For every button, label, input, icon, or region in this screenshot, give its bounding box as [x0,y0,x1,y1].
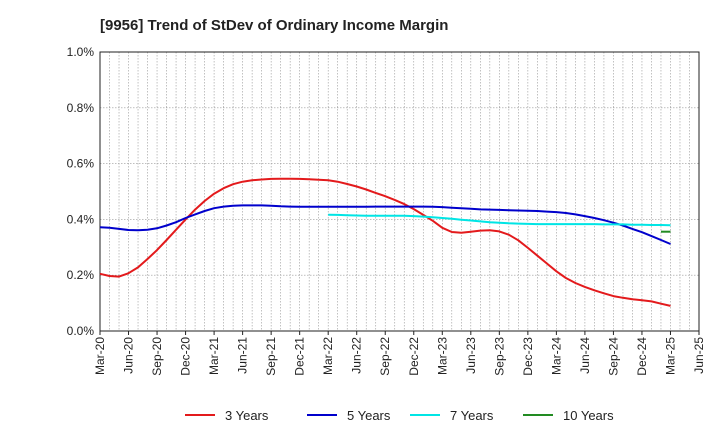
x-tick-label: Dec-20 [179,337,193,376]
y-tick-label: 0.2% [67,268,95,282]
legend: 3 Years 5 Years 7 Years 10 Years [185,408,614,423]
x-axis: Mar-20 Jun-20 Sep-20 Dec-20 Mar-21 Jun-21 Sep-… [93,331,706,376]
y-axis: 0.0% 0.2% 0.4% 0.6% 0.8% 1.0% [67,45,95,338]
legend-label: 5 Years [347,408,391,423]
y-tick-label: 0.0% [67,324,95,338]
x-tick-label: Sep-23 [492,337,506,376]
x-tick-label: Jun-24 [578,337,592,374]
x-tick-label: Mar-22 [321,337,335,375]
x-tick-label: Dec-24 [635,337,649,376]
x-tick-label: Jun-25 [692,337,706,374]
y-tick-label: 0.8% [67,101,95,115]
x-tick-label: Mar-20 [93,337,107,375]
series-line-3-years [99,177,671,307]
x-tick-label: Jun-20 [122,337,136,374]
legend-label: 3 Years [225,408,269,423]
x-tick-label: Dec-22 [407,337,421,376]
x-tick-label: Jun-21 [236,337,250,374]
x-tick-label: Sep-24 [606,337,620,376]
y-tick-label: 0.4% [67,212,95,226]
x-tick-label: Mar-23 [435,337,449,375]
series-line-7-years [328,213,671,227]
x-tick-label: Mar-25 [663,337,677,375]
x-tick-label: Dec-23 [521,337,535,376]
legend-label: 7 Years [450,408,494,423]
x-tick-label: Sep-20 [150,337,164,376]
x-tick-label: Mar-21 [207,337,221,375]
y-tick-label: 1.0% [67,45,95,59]
chart-title: [9956] Trend of StDev of Ordinary Income… [100,17,448,34]
x-tick-label: Sep-21 [264,337,278,376]
series-lines [99,177,671,307]
x-tick-label: Mar-24 [549,337,563,375]
y-tick-label: 0.6% [67,157,95,171]
chart-grid [100,52,699,331]
x-tick-label: Jun-23 [464,337,478,374]
x-tick-label: Dec-21 [293,337,307,376]
plot-frame [99,51,700,332]
x-tick-label: Jun-22 [350,337,364,374]
series-line-5-years [99,204,671,245]
legend-label: 10 Years [563,408,614,423]
x-tick-label: Sep-22 [378,337,392,376]
